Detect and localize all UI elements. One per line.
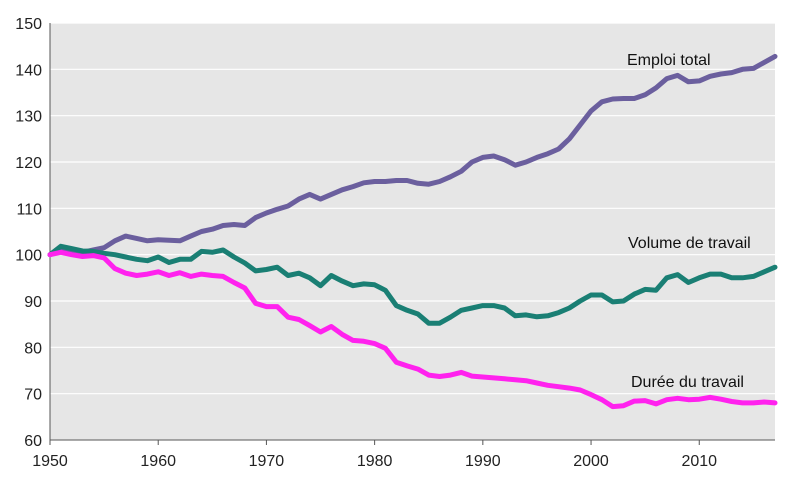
x-axis-ticks: 1950 1960 1970 1980 1990 2000 2010 <box>32 440 717 470</box>
series-line-2 <box>47 249 778 410</box>
y-tick-label: 60 <box>24 433 42 450</box>
x-tick-label: 1960 <box>140 453 176 470</box>
x-tick-label: 1950 <box>32 453 68 470</box>
series-lines <box>47 53 778 410</box>
x-tick-label: 1970 <box>249 453 285 470</box>
x-tick-label: 1980 <box>357 453 393 470</box>
y-tick-label: 90 <box>24 294 42 311</box>
series-label-volume-de-travail: Volume de travail <box>628 235 751 252</box>
y-tick-label: 100 <box>15 248 42 265</box>
series-line-0 <box>47 53 778 258</box>
plot-area <box>50 23 775 440</box>
y-tick-label: 120 <box>15 155 42 172</box>
y-tick-label: 140 <box>15 62 42 79</box>
series-line-1 <box>47 243 778 326</box>
x-tick-label: 1990 <box>465 453 501 470</box>
series-labels: Emploi total Volume de travail Durée du … <box>627 52 751 391</box>
y-tick-label: 80 <box>24 340 42 357</box>
y-tick-label: 150 <box>15 16 42 33</box>
series-label-duree-du-travail: Durée du travail <box>631 374 744 391</box>
x-tick-label: 2010 <box>681 453 717 470</box>
series-label-emploi-total: Emploi total <box>627 52 711 69</box>
y-tick-label: 110 <box>16 201 42 218</box>
y-tick-label: 70 <box>24 387 42 404</box>
y-tick-label: 130 <box>15 109 42 126</box>
x-tick-label: 2000 <box>573 453 609 470</box>
gridlines <box>49 22 775 441</box>
y-axis-ticks: 60 70 80 90 100 110 120 130 140 150 <box>15 16 42 450</box>
